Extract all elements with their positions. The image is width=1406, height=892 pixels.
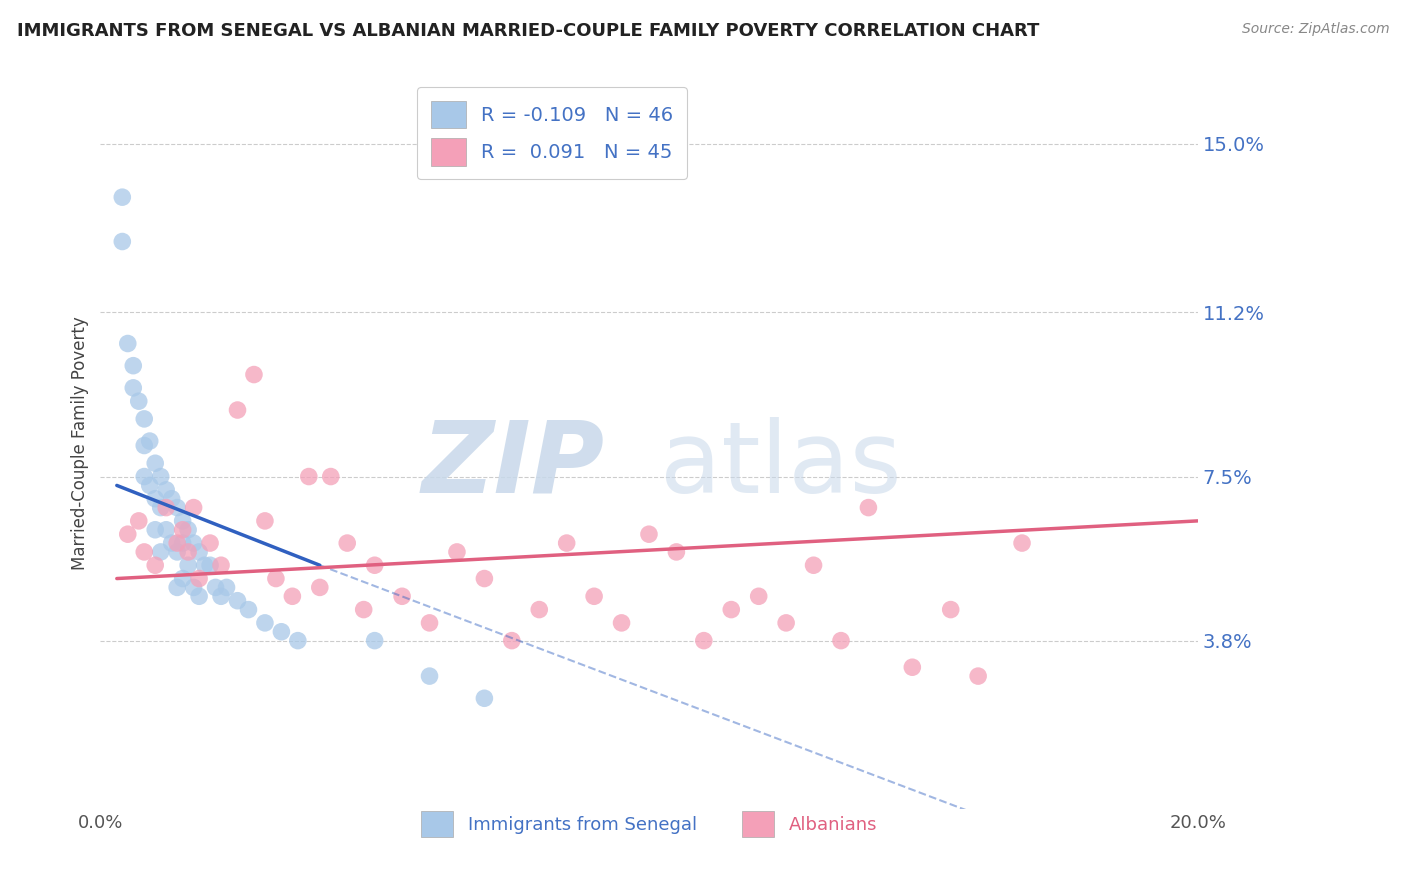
Point (194, 558, 217, 573)
Point (155, 500, 177, 515)
Point (160, 491, 183, 506)
Point (967, 669, 990, 683)
Point (128, 394, 150, 409)
Point (177, 558, 200, 573)
Point (319, 469, 342, 483)
Point (166, 545, 188, 559)
Point (160, 536, 183, 550)
Text: ZIP: ZIP (422, 417, 605, 514)
Point (143, 456, 166, 470)
Point (858, 500, 880, 515)
Point (287, 633, 309, 648)
Point (308, 581, 330, 595)
Point (149, 545, 172, 559)
Point (204, 581, 226, 595)
Point (172, 572, 194, 586)
Point (501, 633, 523, 648)
Point (583, 589, 606, 603)
Point (720, 602, 742, 616)
Point (363, 633, 385, 648)
Point (183, 581, 205, 595)
Point (209, 589, 232, 603)
Point (270, 624, 292, 639)
Point (188, 545, 211, 559)
Point (418, 669, 440, 683)
Point (418, 615, 440, 630)
Point (177, 523, 200, 537)
Point (166, 500, 188, 515)
Point (1011, 536, 1033, 550)
Point (143, 491, 166, 506)
Point (134, 412, 156, 426)
Text: Source: ZipAtlas.com: Source: ZipAtlas.com (1241, 22, 1389, 37)
Point (803, 558, 825, 573)
Point (143, 523, 166, 537)
Point (391, 589, 413, 603)
Point (183, 500, 205, 515)
Point (111, 190, 134, 204)
Point (183, 536, 205, 550)
Point (122, 359, 145, 373)
Point (149, 469, 172, 483)
Point (215, 581, 238, 595)
Point (188, 589, 211, 603)
Point (253, 615, 276, 630)
Y-axis label: Married-Couple Family Poverty: Married-Couple Family Poverty (72, 317, 89, 570)
Point (226, 403, 249, 417)
Point (111, 235, 134, 249)
Point (238, 602, 260, 616)
Text: IMMIGRANTS FROM SENEGAL VS ALBANIAN MARRIED-COUPLE FAMILY POVERTY CORRELATION CH: IMMIGRANTS FROM SENEGAL VS ALBANIAN MARR… (17, 22, 1039, 40)
Point (264, 572, 287, 586)
Point (117, 336, 139, 351)
Point (134, 545, 156, 559)
Point (138, 434, 160, 448)
Point (143, 558, 166, 573)
Point (117, 527, 139, 541)
Point (198, 536, 221, 550)
Point (149, 500, 172, 515)
Point (177, 545, 200, 559)
Point (529, 602, 551, 616)
Point (134, 469, 156, 483)
Point (172, 536, 194, 550)
Point (665, 545, 688, 559)
Point (128, 514, 150, 528)
Point (122, 381, 145, 395)
Point (336, 536, 359, 550)
Point (155, 483, 177, 497)
Point (226, 593, 249, 607)
Point (638, 527, 661, 541)
Legend: Immigrants from Senegal, Albanians: Immigrants from Senegal, Albanians (413, 804, 884, 844)
Point (610, 615, 633, 630)
Point (172, 514, 194, 528)
Point (939, 602, 962, 616)
Point (555, 536, 578, 550)
Point (281, 589, 304, 603)
Point (298, 469, 321, 483)
Point (172, 523, 194, 537)
Point (166, 536, 188, 550)
Point (474, 691, 496, 706)
Point (363, 558, 385, 573)
Point (198, 558, 221, 573)
Text: atlas: atlas (659, 417, 901, 514)
Point (353, 602, 375, 616)
Point (209, 558, 232, 573)
Point (901, 660, 924, 674)
Point (134, 438, 156, 452)
Point (166, 581, 188, 595)
Point (474, 572, 496, 586)
Point (188, 572, 211, 586)
Point (446, 545, 468, 559)
Point (775, 615, 797, 630)
Point (155, 523, 177, 537)
Point (748, 589, 770, 603)
Point (693, 633, 716, 648)
Point (138, 478, 160, 492)
Point (830, 633, 852, 648)
Point (253, 514, 276, 528)
Point (243, 368, 266, 382)
